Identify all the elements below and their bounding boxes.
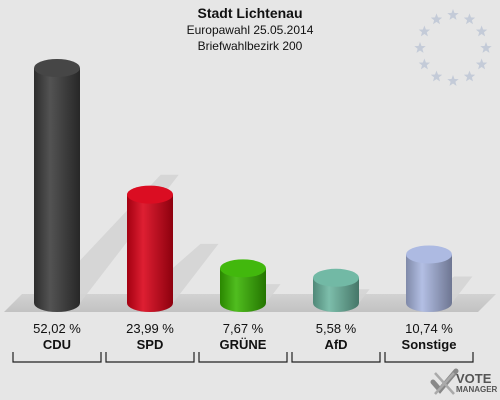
category-label-afd: AfD [324,337,348,352]
bar-top-cdu [34,59,80,77]
bar-sonstige [406,254,452,312]
axis-bracket-afd [291,352,381,363]
eu-stars [414,9,492,86]
bar-top-grne [220,259,266,278]
star-icon [414,42,426,53]
bar-cdu [34,68,80,312]
category-label-gruene: GRÜNE [219,337,267,352]
star-icon [430,70,443,82]
star-icon [447,9,459,20]
star-icon [463,70,476,82]
bar-top-sonstige [406,245,452,264]
axis-bracket-cdu [12,352,102,363]
bar-afd [313,277,359,312]
category-label-spd: SPD [136,337,164,352]
star-icon [418,25,431,37]
logo-text-manager: MANAGER [456,385,498,394]
star-icon [475,58,488,70]
star-icon [447,75,459,86]
category-axis [12,352,474,363]
axis-bracket-sonstige [384,352,474,363]
logo-text-vote: VOTE [456,371,492,386]
star-icon [475,25,488,37]
value-label-afd: 5,58 % [315,321,357,336]
value-label-cdu: 52,02 % [33,321,81,336]
axis-bracket-spd [105,352,195,363]
check-mark-icon [430,368,459,395]
star-icon [463,13,476,25]
axis-bracket-grne [198,352,288,363]
chart-subtitle-district: Briefwahlbezirk 200 [197,39,303,53]
value-label-sonstige: 10,74 % [405,321,453,336]
chart-title: Stadt Lichtenau [197,5,303,21]
bar-spd [127,194,173,312]
chart-subtitle: Europawahl 25.05.2014 [186,23,314,37]
category-label-sonstige: Sonstige [401,337,457,352]
value-label-gruene: 7,67 % [222,321,264,336]
value-label-spd: 23,99 % [126,321,174,336]
bars [34,59,452,312]
star-icon [480,42,492,53]
star-icon [418,58,431,70]
bar-top-afd [313,268,359,287]
category-label-cdu: CDU [42,337,72,352]
star-icon [430,13,443,25]
bar-grne [220,268,266,312]
vote-manager-logo [430,368,500,400]
bar-top-spd [127,185,173,204]
